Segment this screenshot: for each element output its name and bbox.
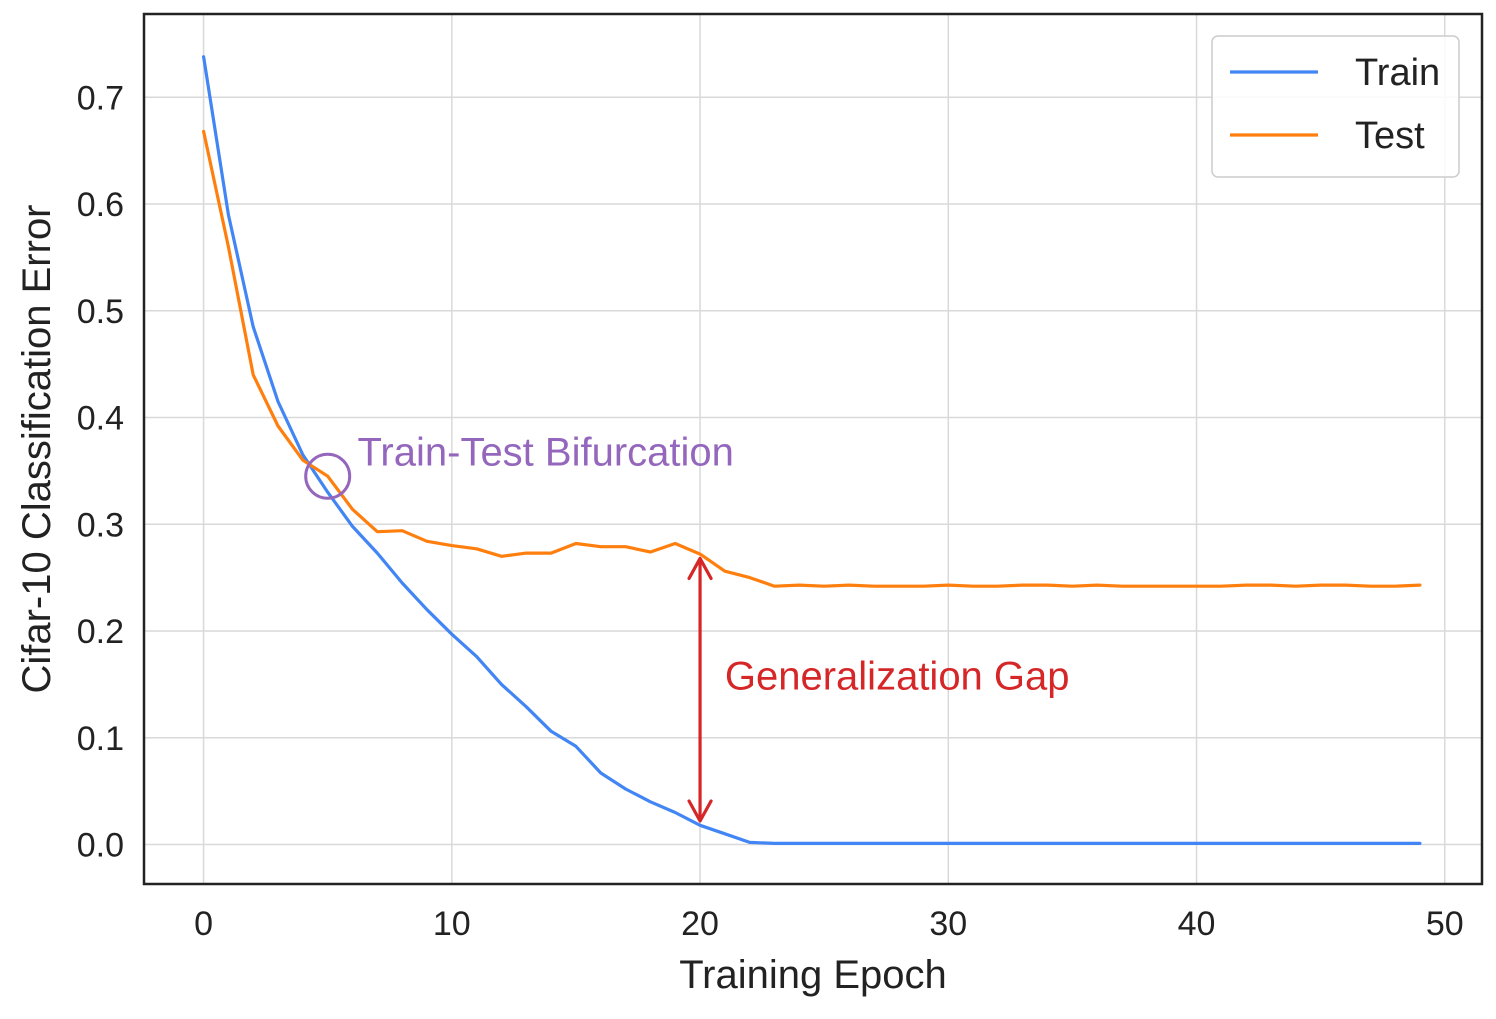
series-layer (202, 55, 1422, 846)
y-tick-label: 0.7 (77, 79, 124, 117)
generalization-gap-label: Generalization Gap (725, 655, 1070, 699)
x-tick-label: 0 (194, 905, 213, 943)
y-axis-title: Cifar-10 Classification Error (15, 204, 59, 693)
gap-arrow-head-down (687, 799, 713, 823)
plot-frame (142, 12, 1484, 886)
y-tick-label: 0.0 (77, 827, 124, 865)
bifurcation-label: Train-Test Bifurcation (357, 431, 733, 475)
x-tick-label: 40 (1178, 905, 1216, 943)
x-tick-label: 30 (929, 905, 967, 943)
y-tick-label: 0.5 (77, 293, 124, 331)
series-line-test (202, 129, 1422, 588)
legend-label-test: Test (1355, 115, 1425, 157)
tick-label-layer: 0 10 20 30 40 50 0.0 0.1 0.2 0.3 0.4 0.5 0.6 0.7 (77, 79, 1464, 943)
legend: Train Test (1211, 35, 1460, 178)
legend-label-train: Train (1355, 52, 1440, 94)
y-tick-label: 0.1 (77, 720, 124, 758)
bifurcation-circle-marker (304, 452, 352, 500)
y-tick-label: 0.6 (77, 186, 124, 224)
series-line-train (202, 55, 1422, 846)
x-tick-label: 10 (433, 905, 471, 943)
x-axis-title: Training Epoch (679, 953, 947, 997)
x-tick-label: 50 (1426, 905, 1464, 943)
y-tick-label: 0.3 (77, 506, 124, 544)
gap-arrow-head-up (687, 556, 713, 581)
y-tick-label: 0.4 (77, 400, 124, 438)
annotation-layer: Train-Test Bifurcation Generalization Gap (304, 431, 1070, 823)
x-tick-label: 20 (681, 905, 719, 943)
y-tick-label: 0.2 (77, 613, 124, 651)
